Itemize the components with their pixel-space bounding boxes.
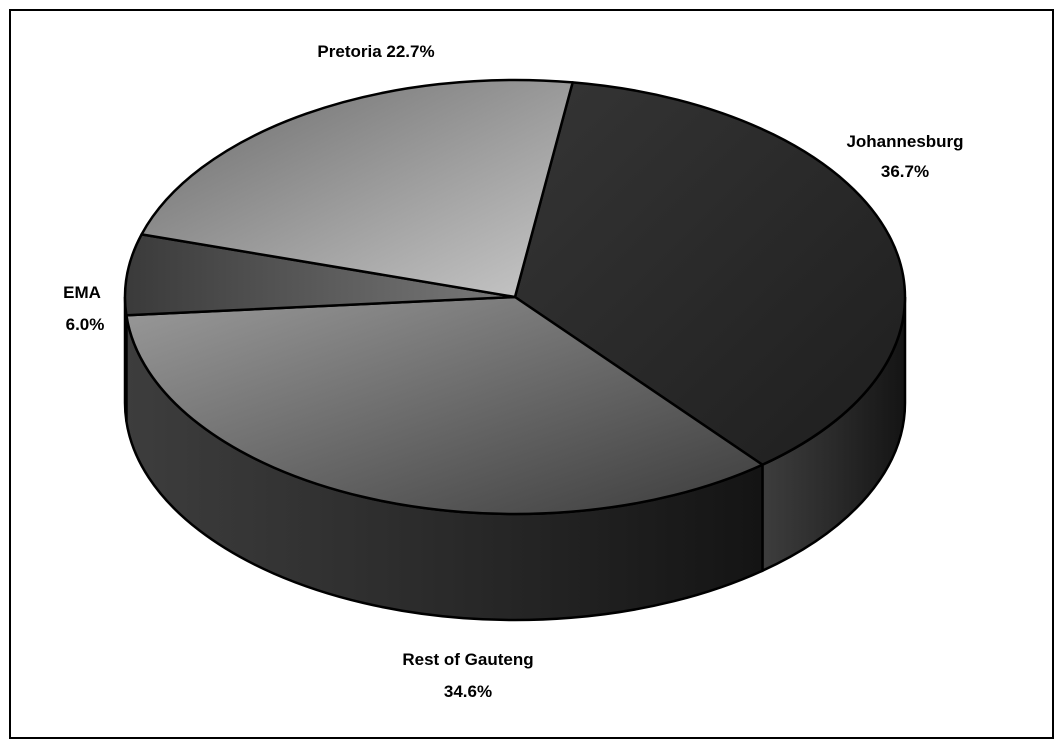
slice-pretoria	[140, 78, 574, 299]
label-rest-of-gauteng-name: Rest of Gauteng	[402, 650, 533, 669]
label-ema-value: 6.0%	[66, 315, 105, 334]
slice-johannesburg	[513, 81, 907, 466]
label-ema-name: EMA	[63, 283, 101, 302]
pie-top-layer	[123, 78, 907, 516]
slice-ema	[123, 233, 517, 317]
label-pretoria-text: Pretoria	[317, 42, 382, 61]
label-johannesburg-name: Johannesburg	[846, 132, 963, 151]
label-rest-of-gauteng-value: 34.6%	[444, 682, 492, 701]
label-pretoria: Pretoria 22.7%	[317, 42, 434, 61]
label-pretoria-value: 22.7%	[386, 42, 434, 61]
slice-rest-of-gauteng	[125, 295, 764, 516]
label-johannesburg-value: 36.7%	[881, 162, 929, 181]
